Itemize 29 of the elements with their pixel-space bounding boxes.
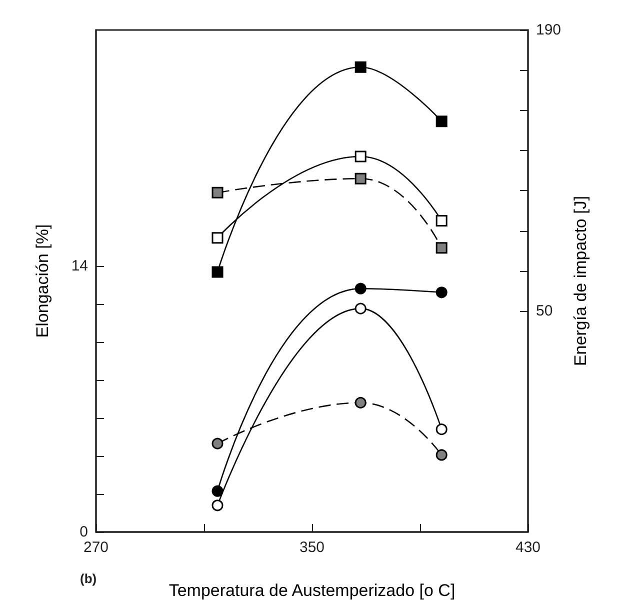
x-tick-label: 430 — [515, 539, 541, 556]
point — [354, 396, 366, 408]
point — [436, 242, 448, 254]
text: (b) — [80, 571, 97, 586]
point — [354, 172, 366, 184]
point — [354, 61, 366, 73]
y2-axis-title: Energía de impacto [J] — [570, 196, 590, 366]
y-tick-label: 0 — [80, 524, 88, 540]
point — [354, 282, 366, 294]
point — [436, 449, 448, 461]
x-tick-label: 270 — [83, 539, 109, 556]
x-tick-label: 350 — [299, 539, 325, 556]
y-tick-label: 14 — [71, 257, 88, 274]
y2-tick-label: 50 — [536, 302, 553, 320]
point — [212, 232, 224, 244]
y2-tick-label: 190 — [536, 22, 562, 38]
point — [436, 215, 448, 227]
x-axis-title: Temperatura de Austemperizado [o C] — [168, 581, 456, 600]
point — [354, 302, 366, 314]
point — [212, 186, 224, 198]
point — [436, 424, 448, 436]
point — [212, 500, 224, 512]
point — [354, 150, 366, 162]
point — [212, 438, 224, 450]
y-axis-title: Elongación [%] — [33, 224, 52, 338]
point — [436, 116, 448, 128]
point — [212, 266, 224, 278]
point — [436, 286, 448, 298]
point — [212, 485, 224, 497]
